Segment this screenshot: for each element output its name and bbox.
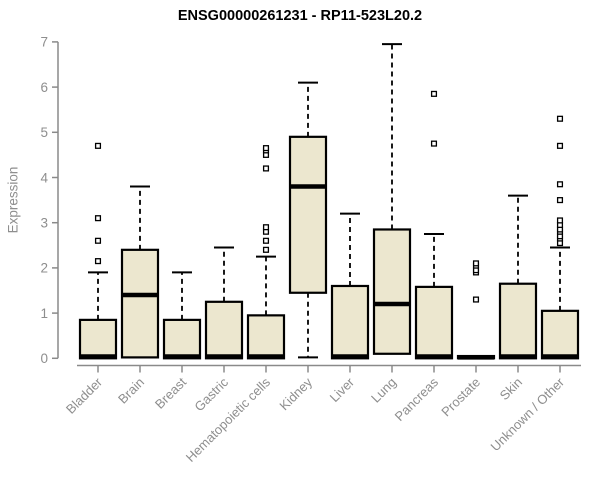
x-category-label-skin: Skin	[497, 375, 525, 403]
box-bladder	[78, 318, 118, 360]
x-category-label-liver: Liver	[327, 374, 358, 405]
outlier-point-bladder	[94, 237, 102, 244]
x-category-label-lung: Lung	[368, 375, 399, 406]
box-unknown-other	[540, 309, 580, 360]
box-lung	[372, 228, 412, 355]
outlier-point-pancreas	[430, 90, 438, 97]
outlier-point-unknown-other	[556, 181, 564, 188]
y-tick-label-7: 7	[40, 35, 48, 50]
x-category-label-breast: Breast	[152, 374, 189, 411]
x-category-label-bladder: Bladder	[63, 374, 106, 417]
box-liver	[330, 284, 370, 360]
outlier-point-hematopoietic-cells	[262, 237, 270, 244]
x-category-label-unknown-other: Unknown / Other	[488, 374, 568, 454]
chart-title: ENSG00000261231 - RP11-523L20.2	[177, 8, 423, 24]
box-kidney	[288, 135, 328, 294]
box-gastric	[204, 300, 244, 360]
outlier-point-unknown-other	[556, 197, 564, 204]
outlier-point-bladder	[94, 215, 102, 222]
outlier-point-prostate	[472, 296, 480, 303]
outlier-point-prostate	[472, 260, 480, 267]
outlier-point-bladder	[94, 142, 102, 149]
outlier-point-hematopoietic-cells	[262, 145, 270, 152]
x-category-label-pancreas: Pancreas	[392, 374, 442, 424]
outlier-point-hematopoietic-cells	[262, 246, 270, 253]
box-skin	[498, 282, 538, 360]
y-tick-label-2: 2	[40, 261, 48, 276]
outlier-point-unknown-other	[556, 115, 564, 122]
x-category-label-gastric: Gastric	[191, 374, 231, 414]
x-category-label-brain: Brain	[115, 375, 147, 407]
y-tick-label-5: 5	[40, 125, 48, 140]
x-category-label-prostate: Prostate	[438, 375, 483, 420]
box-breast	[162, 318, 202, 360]
outlier-point-unknown-other	[556, 142, 564, 149]
outlier-point-hematopoietic-cells	[262, 224, 270, 231]
y-tick-label-4: 4	[40, 170, 48, 185]
x-category-label-kidney: Kidney	[276, 374, 315, 413]
y-tick-label-1: 1	[40, 306, 48, 321]
box-hematopoietic-cells	[246, 314, 286, 360]
outlier-point-hematopoietic-cells	[262, 165, 270, 172]
box-brain	[120, 248, 160, 359]
box-pancreas	[414, 285, 454, 360]
y-tick-label-0: 0	[40, 351, 48, 366]
outlier-point-bladder	[94, 258, 102, 265]
outlier-point-pancreas	[430, 140, 438, 147]
outlier-point-unknown-other	[556, 217, 564, 224]
y-tick-label-3: 3	[40, 216, 48, 231]
y-tick-label-6: 6	[40, 80, 48, 95]
